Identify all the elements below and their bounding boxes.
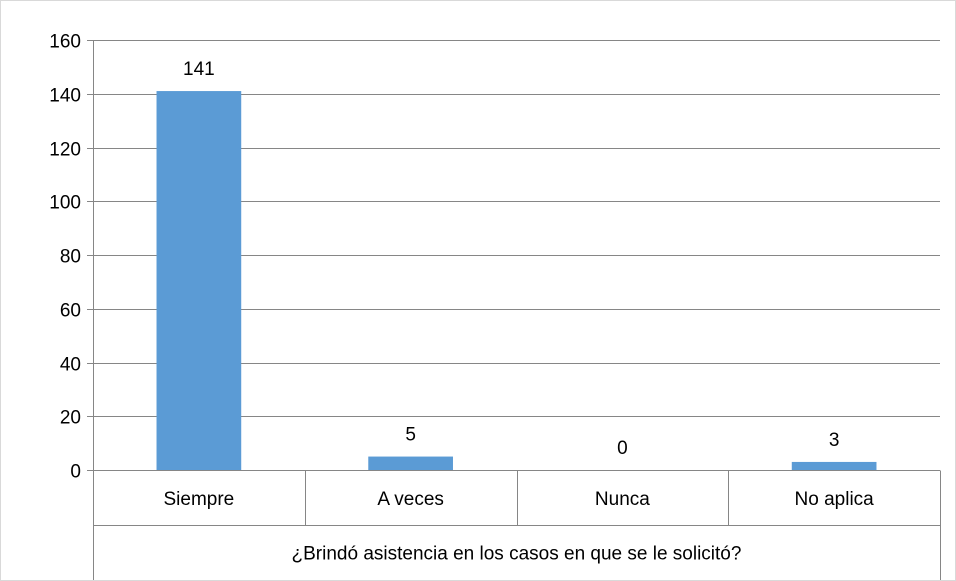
category-label-siempre: Siempre — [164, 489, 235, 510]
x-axis-title: ¿Brindó asistencia en los casos en que s… — [292, 544, 742, 565]
category-label-nunca: Nunca — [595, 489, 650, 510]
y-tick-label-20: 20 — [60, 408, 81, 429]
y-tick-label-80: 80 — [60, 247, 81, 268]
data-label-nunca: 0 — [617, 438, 628, 459]
bar-no-aplica — [791, 461, 877, 470]
y-tick-label-160: 160 — [49, 32, 81, 53]
y-tick-label-0: 0 — [70, 462, 81, 483]
bar-siempre — [156, 91, 242, 470]
data-label-a-veces: 5 — [405, 425, 416, 446]
y-tick-label-120: 120 — [49, 140, 81, 161]
data-label-no-aplica: 3 — [829, 430, 840, 451]
bars — [156, 91, 877, 470]
category-label-no-aplica: No aplica — [795, 489, 875, 510]
y-tick-label-140: 140 — [49, 86, 81, 107]
bar-a-veces — [368, 456, 453, 470]
y-tick-label-60: 60 — [60, 301, 81, 322]
labels: 0 20 40 60 80 100 120 140 160 141 Siempre 5 A veces 0… — [49, 32, 874, 510]
y-tick-label-100: 100 — [49, 193, 81, 214]
data-label-siempre: 141 — [183, 59, 215, 80]
category-label-a-veces: A veces — [377, 489, 444, 510]
y-tick-label-40: 40 — [60, 355, 81, 376]
axes — [87, 40, 941, 580]
